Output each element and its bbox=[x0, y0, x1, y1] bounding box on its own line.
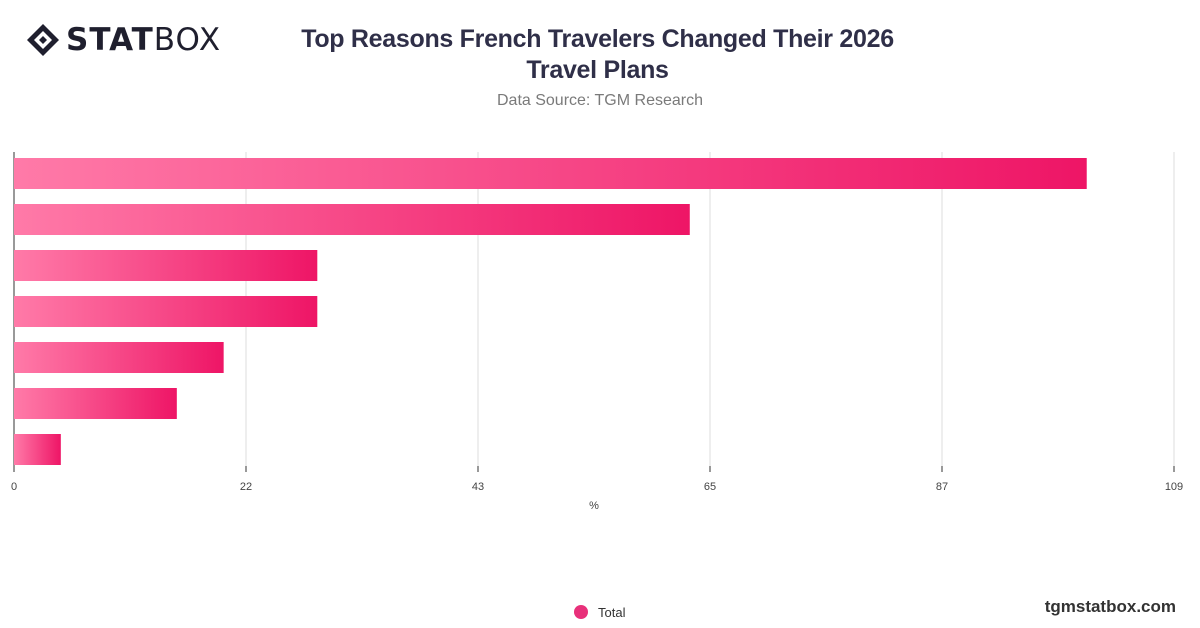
bar bbox=[14, 250, 318, 281]
x-tick-label: 43 bbox=[472, 481, 484, 493]
bar bbox=[14, 158, 1087, 189]
chart-title: Top Reasons French Travelers Changed The… bbox=[301, 25, 894, 84]
bar bbox=[14, 434, 61, 465]
x-tick-label: 0 bbox=[11, 481, 17, 493]
x-tick-label: 87 bbox=[936, 481, 948, 493]
chart-subtitle: Data Source: TGM Research bbox=[496, 92, 703, 109]
x-tick-label: 65 bbox=[704, 481, 716, 493]
logo-wordmark: STATBOX bbox=[66, 22, 221, 58]
statbox-logo: STATBOX bbox=[26, 22, 221, 58]
bar-chart: 0 22 43 65 87 109% bbox=[11, 152, 1183, 512]
bar bbox=[14, 296, 318, 327]
legend-label-total: Total bbox=[598, 604, 626, 620]
legend[interactable]: Total bbox=[574, 602, 625, 622]
logo-word-box: BOX bbox=[153, 22, 222, 58]
bar bbox=[14, 204, 690, 235]
x-axis-label: % bbox=[589, 500, 599, 512]
legend-swatch-total bbox=[574, 605, 588, 619]
website-link[interactable]: tgmstatbox.com bbox=[1044, 597, 1176, 616]
x-tick-label: 22 bbox=[240, 481, 252, 493]
bar bbox=[14, 342, 224, 373]
logo-word-stat: STAT bbox=[66, 22, 154, 58]
x-tick-label: 109 bbox=[1165, 481, 1183, 493]
statbox-diamond-icon bbox=[27, 24, 59, 56]
bar bbox=[14, 388, 177, 419]
